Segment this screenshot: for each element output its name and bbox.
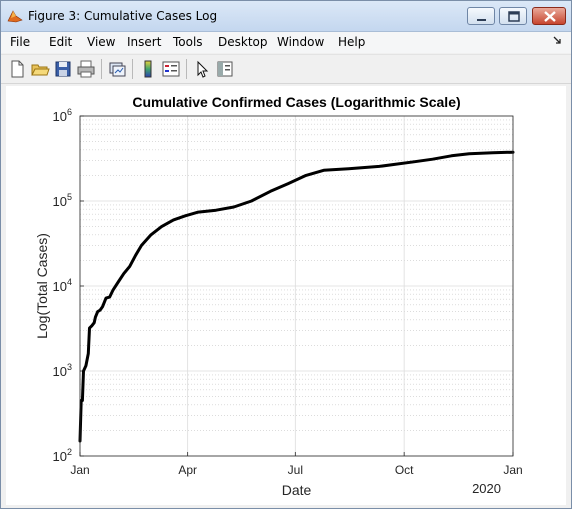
legend-icon[interactable] <box>161 59 181 79</box>
y-tick-label: 105 <box>53 192 72 209</box>
log-line-chart[interactable]: Jan Apr Jul Oct Jan102103104105106Cumulative… <box>6 86 566 505</box>
menu-insert[interactable]: Insert <box>127 35 162 49</box>
x-tick-label: Jul <box>288 463 303 477</box>
y-axis-label: Log(Total Cases) <box>34 233 50 339</box>
print-icon[interactable] <box>76 59 96 79</box>
cumulative-cases-line[interactable] <box>78 150 515 443</box>
link-plot-icon[interactable] <box>107 59 127 79</box>
figure-toolbar <box>1 54 571 84</box>
menu-help[interactable]: Help <box>338 35 366 49</box>
menu-tools[interactable]: Tools <box>173 35 203 49</box>
maximize-button[interactable] <box>499 7 527 25</box>
title-bar[interactable]: Figure 3: Cumulative Cases Log <box>1 1 571 32</box>
x-tick-label: Apr <box>178 463 197 477</box>
menu-window[interactable]: Window <box>277 35 325 49</box>
edit-plot-arrow-icon[interactable] <box>192 59 212 79</box>
x-year-label: 2020 <box>472 481 501 496</box>
figure-canvas: Jan Apr Jul Oct Jan 102 103 104 105 106 Cumulative… <box>6 86 566 505</box>
menu-view[interactable]: View <box>87 35 116 49</box>
save-icon[interactable] <box>53 59 73 79</box>
menu-desktop[interactable]: Desktop <box>218 35 268 49</box>
menu-bar: File Edit View Insert Tools Desktop Wind… <box>1 32 571 53</box>
x-tick-label: Jan <box>503 463 522 477</box>
y-tick-label: 103 <box>53 362 72 379</box>
window-title: Figure 3: Cumulative Cases Log <box>28 9 218 23</box>
toolbar-separator <box>132 59 133 79</box>
menu-file[interactable]: File <box>10 35 31 49</box>
maximize-icon <box>508 11 520 22</box>
y-tick-label: 104 <box>53 277 72 294</box>
dock-arrow-icon[interactable] <box>552 35 562 45</box>
toolbar-separator <box>186 59 187 79</box>
matlab-app-icon <box>7 10 23 23</box>
close-icon <box>544 11 556 22</box>
y-tick-label: 102 <box>53 447 72 464</box>
minimize-icon <box>477 19 486 21</box>
chart-title: Cumulative Confirmed Cases (Logarithmic … <box>132 94 460 110</box>
menu-edit[interactable]: Edit <box>49 35 73 49</box>
open-file-icon[interactable] <box>30 59 50 79</box>
colorbar-icon[interactable] <box>138 59 158 79</box>
property-inspector-icon[interactable] <box>215 59 235 79</box>
y-tick-label: 106 <box>53 107 72 124</box>
axes-box <box>79 115 514 457</box>
x-tick-label: Jan <box>70 463 89 477</box>
minimize-button[interactable] <box>467 7 495 25</box>
close-button[interactable] <box>532 7 566 25</box>
x-axis-label: Date <box>282 482 312 498</box>
new-figure-icon[interactable] <box>7 59 27 79</box>
toolbar-separator <box>101 59 102 79</box>
x-tick-label: Oct <box>395 463 414 477</box>
